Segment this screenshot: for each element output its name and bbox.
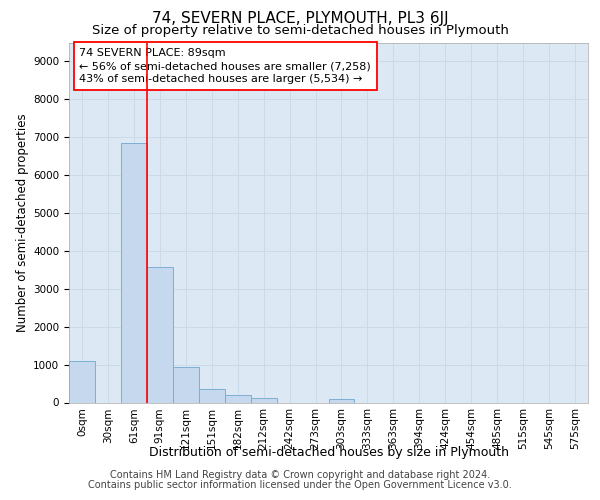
Bar (225, 395, 251, 402)
Text: 74 SEVERN PLACE: 89sqm
← 56% of semi-detached houses are smaller (7,258)
43% of : 74 SEVERN PLACE: 89sqm ← 56% of semi-det… (79, 48, 371, 84)
Text: Contains public sector information licensed under the Open Government Licence v3: Contains public sector information licen… (88, 480, 512, 490)
Bar (173, 366, 199, 402)
Bar (329, 398, 355, 402)
Y-axis label: Number of semi-detached properties: Number of semi-detached properties (16, 113, 29, 332)
Bar (121, 143, 147, 403)
Text: Size of property relative to semi-detached houses in Plymouth: Size of property relative to semi-detach… (92, 24, 508, 37)
Bar (199, 389, 224, 402)
Text: Distribution of semi-detached houses by size in Plymouth: Distribution of semi-detached houses by … (149, 446, 509, 459)
Text: 74, SEVERN PLACE, PLYMOUTH, PL3 6JJ: 74, SEVERN PLACE, PLYMOUTH, PL3 6JJ (152, 11, 448, 26)
Bar (147, 267, 173, 402)
Text: Contains HM Land Registry data © Crown copyright and database right 2024.: Contains HM Land Registry data © Crown c… (110, 470, 490, 480)
Bar (69, 361, 95, 403)
Bar (251, 398, 277, 402)
